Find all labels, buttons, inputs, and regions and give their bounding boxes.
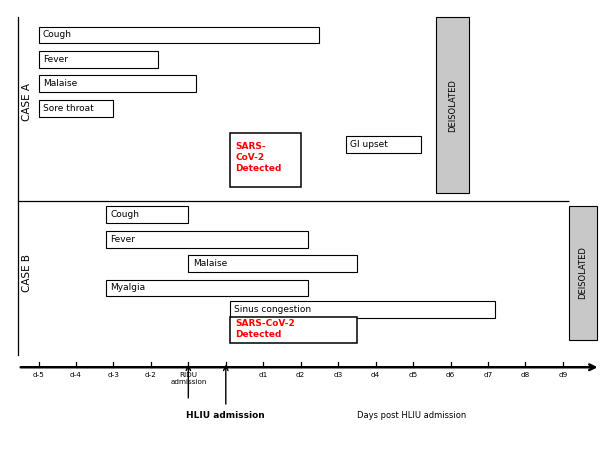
Bar xyxy=(230,133,301,188)
Text: CASE B: CASE B xyxy=(21,254,32,292)
Text: Fever: Fever xyxy=(111,235,136,244)
Text: d-4: d-4 xyxy=(70,372,82,378)
Bar xyxy=(435,17,469,193)
Text: CASE A: CASE A xyxy=(21,83,32,121)
Text: d6: d6 xyxy=(446,372,455,378)
Text: d7: d7 xyxy=(483,372,492,378)
Text: Fever: Fever xyxy=(43,55,68,64)
Text: SARS-
CoV-2
Detected: SARS- CoV-2 Detected xyxy=(235,142,282,173)
Bar xyxy=(569,206,597,340)
Text: d9: d9 xyxy=(558,372,567,378)
Text: d8: d8 xyxy=(521,372,530,378)
Text: Sinus congestion: Sinus congestion xyxy=(234,305,311,314)
Bar xyxy=(188,255,357,272)
Text: RIDU
admission: RIDU admission xyxy=(170,372,206,385)
Text: Sore throat: Sore throat xyxy=(43,104,94,113)
Bar xyxy=(230,301,495,318)
Text: DEISOLATED: DEISOLATED xyxy=(448,78,457,132)
Text: GI upset: GI upset xyxy=(350,140,388,149)
Text: d5: d5 xyxy=(408,372,418,378)
Bar xyxy=(39,51,158,68)
Bar xyxy=(106,231,308,248)
Text: d1: d1 xyxy=(258,372,268,378)
Text: Myalgia: Myalgia xyxy=(111,284,146,293)
Bar xyxy=(39,27,319,43)
Text: Malaise: Malaise xyxy=(43,79,77,88)
Text: d4: d4 xyxy=(371,372,380,378)
Text: d-5: d-5 xyxy=(33,372,44,378)
Text: d-3: d-3 xyxy=(107,372,119,378)
Bar xyxy=(39,75,196,92)
Text: Days post HLIU admission: Days post HLIU admission xyxy=(357,411,466,420)
Text: Cough: Cough xyxy=(111,210,139,219)
Text: Malaise: Malaise xyxy=(193,259,227,268)
Bar xyxy=(106,280,308,296)
Text: SARS-CoV-2
Detected: SARS-CoV-2 Detected xyxy=(235,318,295,339)
Text: DEISOLATED: DEISOLATED xyxy=(578,246,587,299)
Text: d2: d2 xyxy=(296,372,305,378)
Bar xyxy=(106,207,188,223)
Bar xyxy=(39,100,114,116)
Bar xyxy=(230,317,357,343)
Bar xyxy=(346,136,421,153)
Text: Cough: Cough xyxy=(43,31,72,40)
Text: d-2: d-2 xyxy=(145,372,157,378)
Text: HLIU admission: HLIU admission xyxy=(187,411,265,420)
Text: d3: d3 xyxy=(333,372,343,378)
